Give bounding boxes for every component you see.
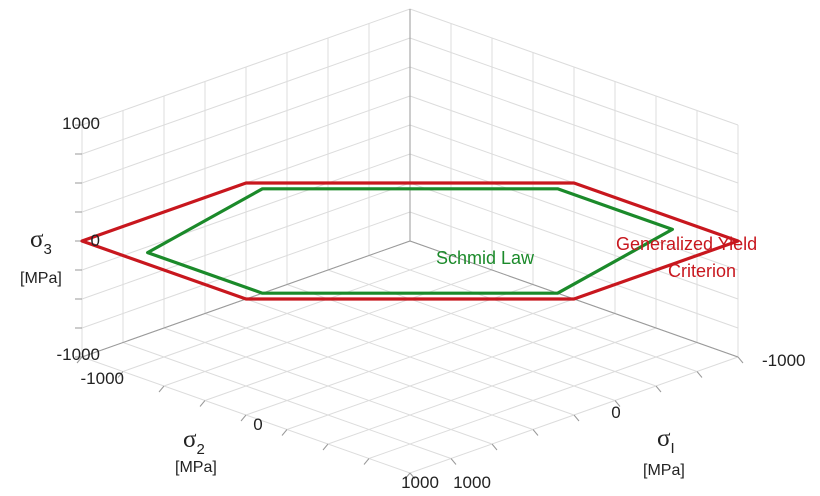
sigma1-edge-tick-mark <box>491 443 498 451</box>
grid-line <box>409 37 739 155</box>
sigma1-axis-unit: [MPa] <box>643 462 685 479</box>
grid-line <box>327 327 657 445</box>
grid-line <box>368 342 698 459</box>
sigma1-axis-subscript: I <box>670 440 674 457</box>
sigma2-edge-tick-mark <box>117 371 124 378</box>
sigma1-edge-tick-mark <box>655 385 662 393</box>
grid-line <box>122 342 452 459</box>
series-label-schmid-law: Schmid Law <box>436 248 535 268</box>
grid-line <box>204 313 534 430</box>
sigma2-edge-tick-mark <box>363 458 370 465</box>
grid-line <box>409 8 739 126</box>
sigma1-axis-symbol: σ <box>657 425 671 452</box>
sigma2-edge-tick-mark <box>322 443 329 451</box>
sigma1-tick-label-max: 1000 <box>453 473 491 492</box>
grid-line <box>81 37 411 155</box>
sigma3-axis-title: σ3 <box>30 226 52 258</box>
sigma2-edge-tick-mark <box>404 472 411 480</box>
sigma2-edge-tick-mark <box>158 385 165 393</box>
series-label-generalized-yield-line2: Criterion <box>668 261 736 281</box>
sigma2-axis-title: σ2 <box>183 426 205 458</box>
series-label-generalized-yield-line1: Generalized Yield <box>616 234 757 254</box>
grid-line <box>81 8 411 126</box>
sigma2-edge-tick-mark <box>240 414 247 422</box>
grid-line <box>163 327 493 445</box>
sigma3-axis-subscript: 3 <box>43 241 51 258</box>
sigma1-axis-title: σI <box>657 425 675 457</box>
sigma2-axis-unit: [MPa] <box>175 459 217 476</box>
sigma1-edge-tick-mark <box>614 400 621 407</box>
grid-line <box>409 66 739 184</box>
sigma1-edge-tick-mark <box>409 472 416 480</box>
grid-line <box>286 313 616 430</box>
sigma1-edge-tick-mark <box>696 371 703 378</box>
sigma2-tick-label-min: -1000 <box>81 369 124 388</box>
sigma3-tick-label-max: 1000 <box>62 114 100 133</box>
sigma1-edge-tick-mark <box>737 356 744 364</box>
sigma1-edge-tick-mark <box>532 429 539 436</box>
series-polygon-generalized-yield-criterion <box>80 181 740 301</box>
sigma1-edge-tick-mark <box>450 458 457 465</box>
series-polygon-schmid-law <box>146 187 675 295</box>
sigma1-tick-label-min: -1000 <box>762 351 805 370</box>
sigma2-tick-label-max: 1000 <box>401 473 439 492</box>
grid-line <box>245 298 575 416</box>
series-polygons <box>80 181 740 301</box>
sigma3-axis-unit: [MPa] <box>20 270 62 287</box>
grid-line <box>409 95 739 213</box>
grid-line <box>81 95 411 213</box>
sigma2-tick-label-zero: 0 <box>253 415 262 434</box>
sigma1-tick-label-zero: 0 <box>611 403 620 422</box>
sigma2-axis-symbol: σ <box>183 426 197 453</box>
sigma3-axis-symbol: σ <box>30 226 44 253</box>
grid-line <box>81 66 411 184</box>
sigma2-axis-subscript: 2 <box>196 441 204 458</box>
sigma2-edge-tick-mark <box>199 400 206 407</box>
sigma2-edge-tick-mark <box>281 429 288 436</box>
sigma3-tick-label-min: -1000 <box>57 345 100 364</box>
sigma2-edge-tick-mark <box>76 356 83 364</box>
sigma1-edge-tick-mark <box>573 414 580 422</box>
sigma3-tick-label-zero: 0 <box>91 231 100 250</box>
